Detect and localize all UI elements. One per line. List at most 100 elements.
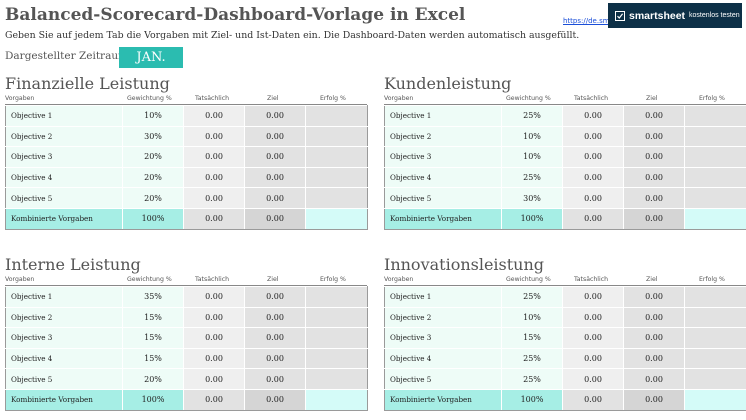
target-cell[interactable]: 0.00 xyxy=(244,166,306,189)
target-cell[interactable]: 0.00 xyxy=(623,306,685,329)
success-cell[interactable] xyxy=(684,187,746,209)
objective-name[interactable]: Objective 4 xyxy=(384,166,502,189)
success-cell[interactable] xyxy=(684,166,746,189)
target-cell[interactable]: 0.00 xyxy=(623,125,685,148)
objective-name[interactable]: Objective 3 xyxy=(384,146,502,168)
success-cell[interactable] xyxy=(684,327,746,349)
objective-name[interactable]: Objective 1 xyxy=(384,286,502,308)
success-cell[interactable] xyxy=(305,327,368,349)
period-value[interactable]: JAN. xyxy=(119,47,183,68)
weight-cell[interactable]: 10% xyxy=(122,105,184,127)
success-cell[interactable] xyxy=(684,347,746,370)
success-cell[interactable] xyxy=(305,207,368,230)
objective-name[interactable]: Kombinierte Vorgaben xyxy=(5,388,123,411)
objective-name[interactable]: Kombinierte Vorgaben xyxy=(384,388,502,411)
success-cell[interactable] xyxy=(684,146,746,168)
target-cell[interactable]: 0.00 xyxy=(244,347,306,370)
target-cell[interactable]: 0.00 xyxy=(244,388,306,411)
weight-cell[interactable]: 25% xyxy=(501,286,563,308)
weight-cell[interactable]: 25% xyxy=(501,166,563,189)
smartsheet-link[interactable]: https://de.smartsheet.com xyxy=(563,17,609,25)
target-cell[interactable]: 0.00 xyxy=(244,207,306,230)
objective-name[interactable]: Kombinierte Vorgaben xyxy=(384,207,502,230)
actual-cell[interactable]: 0.00 xyxy=(562,207,624,230)
success-cell[interactable] xyxy=(305,125,368,148)
actual-cell[interactable]: 0.00 xyxy=(183,105,245,127)
actual-cell[interactable]: 0.00 xyxy=(562,166,624,189)
target-cell[interactable]: 0.00 xyxy=(244,125,306,148)
objective-name[interactable]: Objective 1 xyxy=(384,105,502,127)
success-cell[interactable] xyxy=(305,347,368,370)
success-cell[interactable] xyxy=(684,306,746,329)
target-cell[interactable]: 0.00 xyxy=(244,187,306,209)
weight-cell[interactable]: 35% xyxy=(122,286,184,308)
actual-cell[interactable]: 0.00 xyxy=(183,286,245,308)
target-cell[interactable]: 0.00 xyxy=(244,286,306,308)
success-cell[interactable] xyxy=(305,166,368,189)
weight-cell[interactable]: 15% xyxy=(501,327,563,349)
weight-cell[interactable]: 30% xyxy=(501,187,563,209)
target-cell[interactable]: 0.00 xyxy=(623,388,685,411)
objective-name[interactable]: Objective 4 xyxy=(5,347,123,370)
objective-name[interactable]: Objective 5 xyxy=(384,368,502,390)
actual-cell[interactable]: 0.00 xyxy=(562,187,624,209)
objective-name[interactable]: Objective 3 xyxy=(384,327,502,349)
target-cell[interactable]: 0.00 xyxy=(623,368,685,390)
success-cell[interactable] xyxy=(684,286,746,308)
objective-name[interactable]: Objective 2 xyxy=(384,306,502,329)
weight-cell[interactable]: 30% xyxy=(122,125,184,148)
actual-cell[interactable]: 0.00 xyxy=(562,327,624,349)
actual-cell[interactable]: 0.00 xyxy=(562,286,624,308)
actual-cell[interactable]: 0.00 xyxy=(183,306,245,329)
target-cell[interactable]: 0.00 xyxy=(623,187,685,209)
success-cell[interactable] xyxy=(684,388,746,411)
target-cell[interactable]: 0.00 xyxy=(244,327,306,349)
target-cell[interactable]: 0.00 xyxy=(623,105,685,127)
target-cell[interactable]: 0.00 xyxy=(623,347,685,370)
weight-cell[interactable]: 100% xyxy=(501,207,563,230)
objective-name[interactable]: Objective 3 xyxy=(5,146,123,168)
objective-name[interactable]: Objective 3 xyxy=(5,327,123,349)
success-cell[interactable] xyxy=(684,207,746,230)
weight-cell[interactable]: 100% xyxy=(122,388,184,411)
actual-cell[interactable]: 0.00 xyxy=(562,146,624,168)
actual-cell[interactable]: 0.00 xyxy=(562,347,624,370)
actual-cell[interactable]: 0.00 xyxy=(183,347,245,370)
weight-cell[interactable]: 15% xyxy=(122,306,184,329)
target-cell[interactable]: 0.00 xyxy=(244,306,306,329)
weight-cell[interactable]: 20% xyxy=(122,166,184,189)
success-cell[interactable] xyxy=(305,187,368,209)
weight-cell[interactable]: 100% xyxy=(501,388,563,411)
objective-name[interactable]: Objective 5 xyxy=(384,187,502,209)
actual-cell[interactable]: 0.00 xyxy=(562,368,624,390)
success-cell[interactable] xyxy=(305,286,368,308)
weight-cell[interactable]: 15% xyxy=(122,327,184,349)
objective-name[interactable]: Objective 4 xyxy=(5,166,123,189)
actual-cell[interactable]: 0.00 xyxy=(183,388,245,411)
weight-cell[interactable]: 25% xyxy=(501,105,563,127)
actual-cell[interactable]: 0.00 xyxy=(183,327,245,349)
actual-cell[interactable]: 0.00 xyxy=(562,125,624,148)
success-cell[interactable] xyxy=(305,388,368,411)
objective-name[interactable]: Objective 2 xyxy=(5,125,123,148)
success-cell[interactable] xyxy=(684,105,746,127)
objective-name[interactable]: Objective 5 xyxy=(5,187,123,209)
weight-cell[interactable]: 25% xyxy=(501,368,563,390)
objective-name[interactable]: Objective 2 xyxy=(5,306,123,329)
smartsheet-banner[interactable]: smartsheet kostenlos testen xyxy=(608,3,742,28)
target-cell[interactable]: 0.00 xyxy=(623,286,685,308)
target-cell[interactable]: 0.00 xyxy=(244,105,306,127)
weight-cell[interactable]: 20% xyxy=(122,187,184,209)
success-cell[interactable] xyxy=(305,368,368,390)
weight-cell[interactable]: 100% xyxy=(122,207,184,230)
actual-cell[interactable]: 0.00 xyxy=(562,306,624,329)
objective-name[interactable]: Objective 1 xyxy=(5,105,123,127)
weight-cell[interactable]: 10% xyxy=(501,146,563,168)
weight-cell[interactable]: 20% xyxy=(122,146,184,168)
weight-cell[interactable]: 10% xyxy=(501,306,563,329)
target-cell[interactable]: 0.00 xyxy=(623,146,685,168)
weight-cell[interactable]: 15% xyxy=(122,347,184,370)
success-cell[interactable] xyxy=(684,125,746,148)
actual-cell[interactable]: 0.00 xyxy=(183,146,245,168)
objective-name[interactable]: Objective 5 xyxy=(5,368,123,390)
